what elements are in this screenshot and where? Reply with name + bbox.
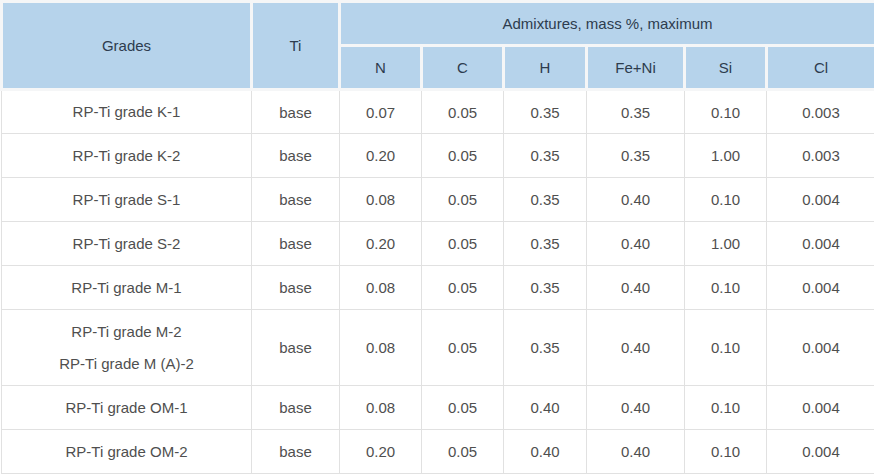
table-row: RP-Ti grade OM-1 base 0.08 0.05 0.40 0.4… (2, 386, 874, 430)
value-cell: 0.10 (685, 386, 767, 430)
table-row: RP-Ti grade K-1 base 0.07 0.05 0.35 0.35… (2, 90, 874, 134)
value-cell: 0.08 (340, 310, 422, 386)
value-cell: 0.004 (767, 178, 874, 222)
value-cell: 0.08 (340, 386, 422, 430)
value-cell: 0.05 (422, 386, 504, 430)
value-cell: 0.40 (504, 430, 587, 474)
value-cell: 0.05 (422, 178, 504, 222)
value-cell: 0.05 (422, 90, 504, 134)
value-cell: 0.40 (587, 178, 685, 222)
value-cell: 0.35 (504, 178, 587, 222)
value-cell: 0.20 (340, 222, 422, 266)
grade-cell: RP-Ti grade K-1 (2, 90, 252, 134)
value-cell: 0.05 (422, 134, 504, 178)
value-cell: 0.10 (685, 90, 767, 134)
ti-column-header: Ti (252, 2, 340, 90)
column-header-n: N (340, 46, 422, 90)
value-cell: 0.10 (685, 430, 767, 474)
admixtures-group-header: Admixtures, mass %, maximum (340, 2, 874, 46)
value-cell: 0.35 (504, 134, 587, 178)
column-header-si: Si (685, 46, 767, 90)
grade-cell: RP-Ti grade M-2 RP-Ti grade M (A)-2 (2, 310, 252, 386)
ti-cell: base (252, 134, 340, 178)
value-cell: 0.40 (587, 222, 685, 266)
value-cell: 0.35 (504, 222, 587, 266)
value-cell: 0.40 (587, 266, 685, 310)
column-header-h: H (504, 46, 587, 90)
value-cell: 0.20 (340, 430, 422, 474)
table-row: RP-Ti grade M-2 RP-Ti grade M (A)-2 base… (2, 310, 874, 386)
value-cell: 0.05 (422, 430, 504, 474)
value-cell: 0.35 (587, 134, 685, 178)
value-cell: 0.10 (685, 266, 767, 310)
value-cell: 0.05 (422, 310, 504, 386)
value-cell: 0.35 (504, 266, 587, 310)
grade-cell: RP-Ti grade OM-1 (2, 386, 252, 430)
value-cell: 0.003 (767, 134, 874, 178)
grade-cell: RP-Ti grade OM-2 (2, 430, 252, 474)
value-cell: 0.40 (587, 386, 685, 430)
value-cell: 0.004 (767, 386, 874, 430)
value-cell: 0.20 (340, 134, 422, 178)
value-cell: 0.10 (685, 310, 767, 386)
grades-column-header: Grades (2, 2, 252, 90)
column-header-cl: Cl (767, 46, 874, 90)
value-cell: 0.35 (504, 90, 587, 134)
value-cell: 0.10 (685, 178, 767, 222)
value-cell: 0.40 (587, 310, 685, 386)
table-row: RP-Ti grade S-2 base 0.20 0.05 0.35 0.40… (2, 222, 874, 266)
value-cell: 0.08 (340, 178, 422, 222)
grade-cell: RP-Ti grade K-2 (2, 134, 252, 178)
ti-cell: base (252, 386, 340, 430)
admixtures-spec-table: Grades Ti Admixtures, mass %, maximum N … (0, 0, 874, 474)
grade-cell: RP-Ti grade S-2 (2, 222, 252, 266)
value-cell: 0.40 (587, 430, 685, 474)
table-row: RP-Ti grade OM-2 base 0.20 0.05 0.40 0.4… (2, 430, 874, 474)
value-cell: 1.00 (685, 222, 767, 266)
ti-cell: base (252, 266, 340, 310)
value-cell: 1.00 (685, 134, 767, 178)
table-header: Grades Ti Admixtures, mass %, maximum N … (2, 2, 874, 90)
table-row: RP-Ti grade K-2 base 0.20 0.05 0.35 0.35… (2, 134, 874, 178)
ti-cell: base (252, 430, 340, 474)
value-cell: 0.40 (504, 386, 587, 430)
column-header-c: C (422, 46, 504, 90)
value-cell: 0.08 (340, 266, 422, 310)
ti-cell: base (252, 178, 340, 222)
value-cell: 0.003 (767, 90, 874, 134)
value-cell: 0.07 (340, 90, 422, 134)
grade-cell: RP-Ti grade M-1 (2, 266, 252, 310)
table-row: RP-Ti grade M-1 base 0.08 0.05 0.35 0.40… (2, 266, 874, 310)
value-cell: 0.004 (767, 266, 874, 310)
column-header-fe-ni: Fe+Ni (587, 46, 685, 90)
value-cell: 0.004 (767, 310, 874, 386)
ti-cell: base (252, 310, 340, 386)
grade-cell: RP-Ti grade S-1 (2, 178, 252, 222)
table-row: RP-Ti grade S-1 base 0.08 0.05 0.35 0.40… (2, 178, 874, 222)
ti-cell: base (252, 222, 340, 266)
value-cell: 0.35 (587, 90, 685, 134)
value-cell: 0.05 (422, 222, 504, 266)
ti-cell: base (252, 90, 340, 134)
value-cell: 0.004 (767, 222, 874, 266)
value-cell: 0.05 (422, 266, 504, 310)
value-cell: 0.004 (767, 430, 874, 474)
value-cell: 0.35 (504, 310, 587, 386)
